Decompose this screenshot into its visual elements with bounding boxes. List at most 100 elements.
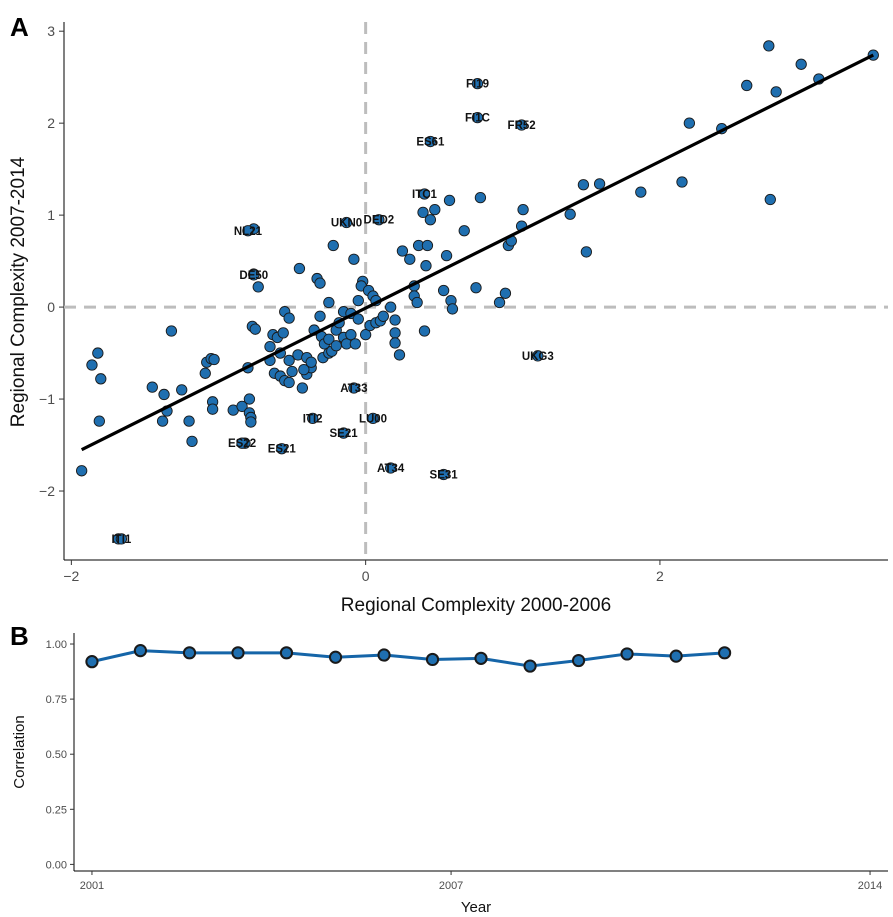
scatter-point bbox=[420, 260, 432, 272]
labeled-scatter-point bbox=[418, 188, 431, 200]
scatter-point bbox=[76, 465, 88, 477]
panel-b-ticks: 2001 2007 2014 0.00 0.25 0.50 0.75 1.00 bbox=[46, 639, 883, 892]
labeled-scatter-point bbox=[515, 119, 528, 131]
scatter-point bbox=[418, 325, 431, 337]
scatter-point bbox=[165, 325, 178, 337]
scatter-point bbox=[352, 313, 364, 325]
point-label: FI1C bbox=[465, 113, 490, 125]
point-label: FR52 bbox=[508, 120, 536, 132]
correlation-point bbox=[474, 651, 488, 665]
labeled-scatter-point bbox=[471, 77, 484, 90]
x-tick-label: 2 bbox=[656, 568, 664, 584]
correlation-point bbox=[231, 646, 245, 660]
scatter-point bbox=[330, 340, 342, 352]
scatter-point bbox=[417, 206, 429, 219]
x-tick-label: −2 bbox=[63, 568, 79, 584]
labeled-scatter-point bbox=[471, 111, 484, 124]
panel-a-y-axis-title: Regional Complexity 2007-2014 bbox=[8, 156, 29, 427]
panel-a-ticks: −2 0 2 −2 −1 0 1 2 3 bbox=[39, 23, 664, 584]
scatter-point bbox=[359, 329, 372, 341]
scatter-point bbox=[249, 323, 261, 335]
scatter-point bbox=[458, 225, 470, 237]
scatter-point bbox=[396, 245, 409, 257]
panel-b-series-line bbox=[91, 649, 725, 668]
labeled-scatter-point bbox=[337, 427, 350, 439]
scatter-point bbox=[593, 178, 606, 190]
labeled-scatter-point bbox=[307, 412, 319, 425]
scatter-point bbox=[264, 340, 276, 353]
y-tick-label: −1 bbox=[39, 391, 55, 407]
labeled-scatter-point bbox=[236, 437, 248, 449]
labeled-scatter-point bbox=[385, 462, 397, 474]
scatter-point bbox=[411, 296, 423, 309]
correlation-point bbox=[669, 649, 683, 663]
labeled-scatter-point bbox=[348, 382, 360, 394]
scatter-point bbox=[323, 296, 335, 309]
y-tick-label: 0 bbox=[47, 299, 55, 315]
scatter-point bbox=[158, 388, 170, 401]
point-label: AT34 bbox=[377, 463, 405, 475]
correlation-point bbox=[425, 652, 440, 667]
y-tick-label: 0.25 bbox=[46, 804, 67, 816]
correlation-point bbox=[328, 650, 343, 664]
scatter-point bbox=[243, 393, 256, 405]
panel-b-y-axis-title: Correlation bbox=[11, 715, 28, 788]
labeled-scatter-point bbox=[242, 225, 254, 237]
y-tick-label: 1.00 bbox=[46, 639, 67, 651]
y-tick-label: 0.75 bbox=[46, 694, 67, 706]
point-label: NL21 bbox=[234, 226, 263, 238]
point-label: ITI1 bbox=[111, 534, 131, 546]
correlation-point bbox=[85, 655, 99, 669]
y-tick-label: 0.50 bbox=[46, 749, 67, 761]
scatter-point bbox=[764, 193, 776, 206]
scatter-point bbox=[795, 58, 807, 70]
panel-b-letter: B bbox=[10, 621, 29, 651]
scatter-point bbox=[564, 208, 576, 220]
point-label: ES22 bbox=[228, 438, 256, 450]
scatter-point bbox=[499, 287, 512, 299]
scatter-point bbox=[183, 415, 195, 427]
point-label: ES61 bbox=[416, 137, 445, 149]
panel-b-points bbox=[85, 644, 732, 673]
labeled-scatter-point bbox=[532, 350, 544, 362]
scatter-point bbox=[252, 281, 264, 293]
labeled-scatter-point bbox=[437, 468, 450, 481]
scatter-point bbox=[92, 347, 104, 359]
point-label: AT33 bbox=[340, 383, 367, 395]
scatter-point bbox=[676, 176, 688, 188]
scatter-point bbox=[283, 312, 295, 324]
labeled-scatter-point bbox=[248, 269, 260, 281]
scatter-point bbox=[635, 186, 647, 198]
scatter-point bbox=[352, 295, 364, 307]
correlation-point bbox=[523, 659, 537, 673]
y-tick-label: −2 bbox=[39, 483, 55, 499]
point-label: SE31 bbox=[430, 469, 459, 481]
y-tick-label: 3 bbox=[47, 23, 55, 39]
scatter-point bbox=[429, 203, 441, 216]
scatter-point bbox=[245, 416, 257, 428]
panel-a-letter: A bbox=[10, 12, 29, 42]
scatter-point bbox=[389, 327, 401, 339]
scatter-point bbox=[443, 194, 456, 207]
correlation-point bbox=[377, 648, 391, 662]
scatter-point bbox=[156, 415, 169, 427]
labeled-scatter-point bbox=[373, 214, 385, 226]
point-label: ITI2 bbox=[303, 413, 323, 425]
scatter-point bbox=[206, 403, 219, 415]
correlation-point bbox=[182, 646, 197, 660]
panel-a-point-labels: FI19 FI1C FR52 ES61 ITC1 UKN0 DED2 NL21 DE50 UKG3… bbox=[111, 79, 553, 546]
x-tick-label: 0 bbox=[362, 568, 370, 584]
scatter-point bbox=[421, 239, 434, 252]
scatter-point bbox=[236, 400, 248, 413]
scatter-point bbox=[385, 301, 397, 313]
panel-a-x-axis-title: Regional Complexity 2000-2006 bbox=[341, 595, 611, 616]
scatter-point bbox=[298, 363, 310, 376]
scatter-point bbox=[577, 179, 590, 191]
x-tick-label: 2007 bbox=[439, 880, 463, 892]
scatter-point bbox=[86, 359, 98, 371]
y-tick-label: 1 bbox=[47, 207, 55, 223]
scatter-point bbox=[348, 253, 360, 265]
scatter-point bbox=[314, 310, 326, 322]
correlation-point bbox=[718, 646, 732, 660]
scatter-point bbox=[327, 239, 339, 252]
